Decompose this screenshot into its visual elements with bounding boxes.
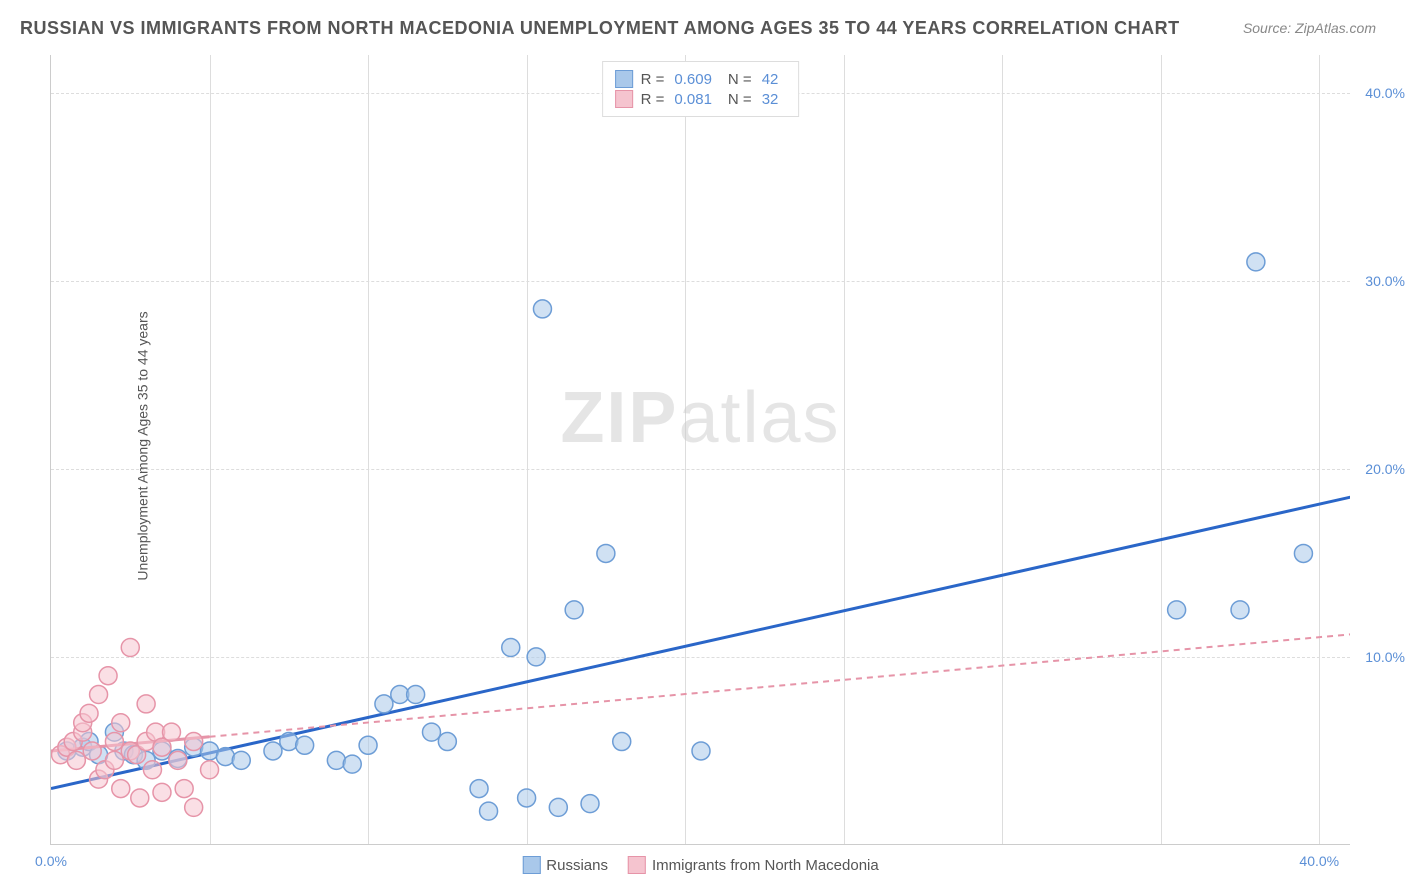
- legend-label-russians: Russians: [546, 857, 608, 874]
- legend-row-russians: R = 0.609 N = 42: [615, 70, 787, 88]
- y-tick-label: 20.0%: [1365, 461, 1405, 477]
- x-tick-label: 40.0%: [1299, 853, 1339, 869]
- n-label: N =: [728, 91, 752, 108]
- source-attribution: Source: ZipAtlas.com: [1243, 20, 1376, 36]
- correlation-legend: R = 0.609 N = 42 R = 0.081 N = 32: [602, 61, 800, 117]
- chart-plot-area: ZIPatlas R = 0.609 N = 42 R = 0.081 N = …: [50, 55, 1350, 845]
- y-tick-label: 40.0%: [1365, 85, 1405, 101]
- legend-swatch-blue: [615, 70, 633, 88]
- n-value-macedonia: 32: [762, 91, 779, 108]
- legend-swatch-blue: [522, 856, 540, 874]
- legend-item-macedonia: Immigrants from North Macedonia: [628, 856, 879, 874]
- chart-title: RUSSIAN VS IMMIGRANTS FROM NORTH MACEDON…: [20, 18, 1180, 39]
- r-value-russians: 0.609: [674, 71, 712, 88]
- n-label: N =: [728, 71, 752, 88]
- legend-item-russians: Russians: [522, 856, 608, 874]
- y-tick-label: 10.0%: [1365, 649, 1405, 665]
- y-tick-label: 30.0%: [1365, 273, 1405, 289]
- n-value-russians: 42: [762, 71, 779, 88]
- legend-swatch-pink: [615, 90, 633, 108]
- r-label: R =: [641, 71, 665, 88]
- r-label: R =: [641, 91, 665, 108]
- scatter-plot-svg: [51, 55, 1350, 844]
- legend-swatch-pink: [628, 856, 646, 874]
- series-legend: Russians Immigrants from North Macedonia: [522, 856, 878, 874]
- r-value-macedonia: 0.081: [674, 91, 712, 108]
- legend-label-macedonia: Immigrants from North Macedonia: [652, 857, 879, 874]
- x-tick-label: 0.0%: [35, 853, 67, 869]
- legend-row-macedonia: R = 0.081 N = 32: [615, 90, 787, 108]
